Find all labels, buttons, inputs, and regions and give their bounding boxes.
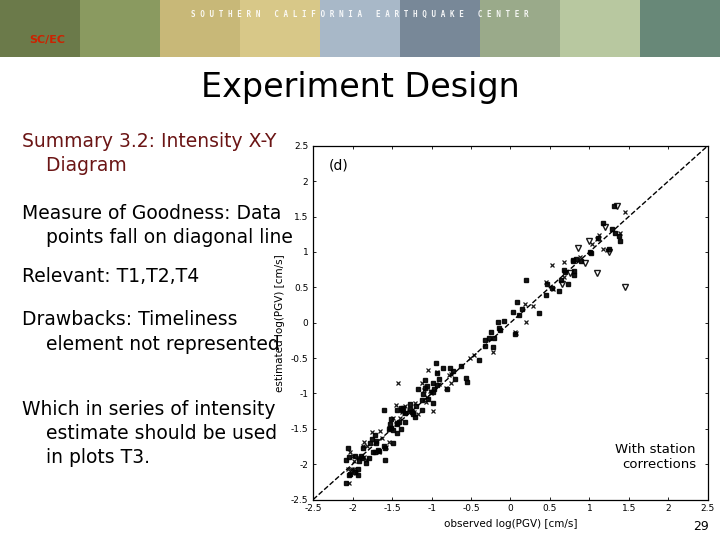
Text: Summary 3.2: Intensity X-Y
    Diagram: Summary 3.2: Intensity X-Y Diagram xyxy=(22,132,276,175)
Bar xyxy=(80,0,160,57)
Text: 29: 29 xyxy=(693,520,709,533)
Bar xyxy=(480,0,560,57)
Bar xyxy=(160,0,240,57)
Text: Which in series of intensity
    estimate should be used
    in plots T3.: Which in series of intensity estimate sh… xyxy=(22,400,276,467)
Bar xyxy=(320,0,400,57)
Bar xyxy=(0,0,80,57)
Text: Relevant: T1,T2,T4: Relevant: T1,T2,T4 xyxy=(22,267,199,286)
Text: Measure of Goodness: Data
    points fall on diagonal line: Measure of Goodness: Data points fall on… xyxy=(22,204,292,247)
Text: S O U T H E R N   C A L I F O R N I A   E A R T H Q U A K E   C E N T E R: S O U T H E R N C A L I F O R N I A E A … xyxy=(192,10,528,19)
Bar xyxy=(400,0,480,57)
Text: Drawbacks: Timeliness
    element not represented: Drawbacks: Timeliness element not repres… xyxy=(22,310,279,354)
Text: Experiment Design: Experiment Design xyxy=(201,71,519,104)
X-axis label: observed log(PGV) [cm/s]: observed log(PGV) [cm/s] xyxy=(444,519,577,529)
Bar xyxy=(560,0,640,57)
Bar xyxy=(240,0,320,57)
Bar xyxy=(640,0,720,57)
Y-axis label: estimated log(PGV) [cm/s]: estimated log(PGV) [cm/s] xyxy=(275,254,285,392)
Text: (d): (d) xyxy=(329,158,348,172)
Text: With station
corrections: With station corrections xyxy=(616,443,696,471)
Text: SC/EC: SC/EC xyxy=(29,35,65,45)
